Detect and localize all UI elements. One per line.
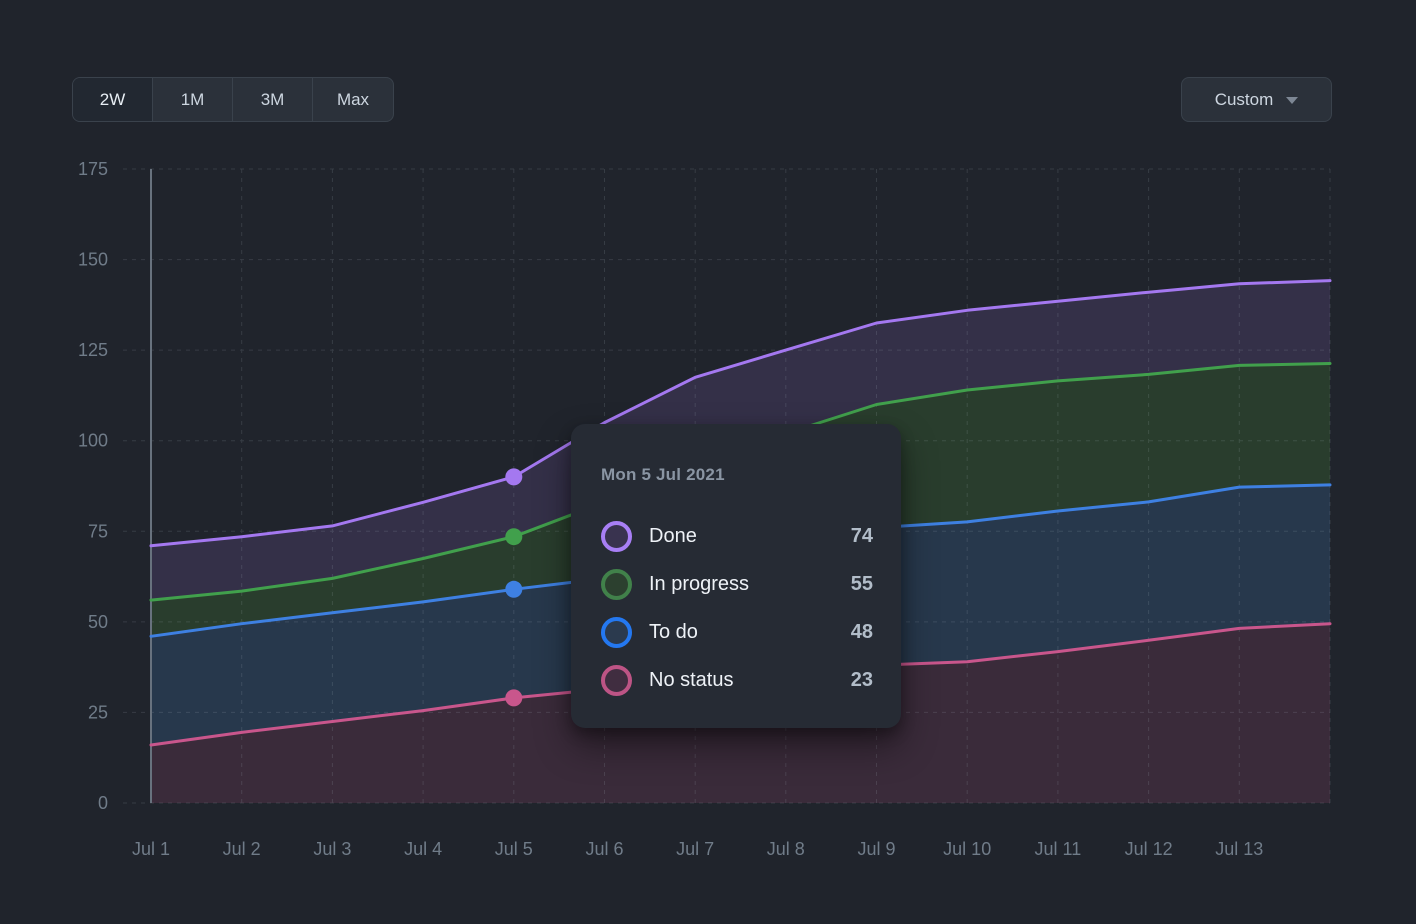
tooltip-row-in-progress: In progress 55 [601, 560, 873, 608]
marker-dot-no-status[interactable] [505, 689, 523, 707]
x-tick-label: Jul 2 [223, 839, 261, 859]
tooltip-series-value: 74 [850, 524, 873, 547]
legend-ring-no-status [601, 664, 632, 696]
legend-ring-to-do [601, 616, 632, 648]
custom-range-button[interactable]: Custom [1181, 77, 1332, 122]
custom-range-label: Custom [1214, 89, 1274, 109]
tooltip-title: Mon 5 Jul 2021 [601, 465, 725, 484]
x-tick-label: Jul 8 [767, 839, 805, 859]
x-tick-label: Jul 7 [676, 839, 714, 859]
series-line-done [149, 279, 1332, 548]
legend-ring-done [601, 520, 632, 552]
marker-dot-in-progress[interactable] [505, 528, 523, 546]
y-tick-label: 125 [78, 340, 108, 360]
tooltip-series-label: In progress [649, 572, 750, 595]
y-tick-label: 175 [78, 159, 108, 179]
tooltip-series-label: To do [649, 620, 698, 643]
y-tick-label: 50 [88, 612, 108, 632]
tooltip-series-value: 48 [850, 620, 873, 643]
x-tick-label: Jul 3 [313, 839, 351, 859]
legend-ring-in-progress [601, 568, 632, 600]
chevron-down-icon [1286, 97, 1299, 104]
tooltip-row-to-do: To do 48 [601, 608, 873, 656]
x-tick-label: Jul 9 [857, 839, 895, 859]
y-tick-label: 25 [88, 702, 108, 722]
tooltip-series-label: No status [649, 668, 734, 691]
range-option-1m[interactable]: 1M [153, 78, 233, 121]
y-tick-label: 75 [88, 521, 108, 541]
x-tick-label: Jul 12 [1125, 839, 1173, 859]
x-tick-label: Jul 10 [943, 839, 991, 859]
range-option-3m[interactable]: 3M [233, 78, 313, 121]
marker-dot-done[interactable] [505, 468, 523, 486]
tooltip-series-value: 55 [850, 572, 873, 595]
x-tick-label: Jul 11 [1035, 839, 1082, 859]
chart-tooltip: Mon 5 Jul 2021 Done 74 In progress 55 To do 4… [571, 424, 901, 728]
range-option-max[interactable]: Max [313, 78, 393, 121]
tooltip-rows: Done 74 In progress 55 To do 48 No status 23 [601, 512, 873, 704]
marker-dot-to-do[interactable] [505, 580, 523, 598]
x-tick-label: Jul 13 [1215, 839, 1263, 859]
x-tick-label: Jul 5 [495, 839, 533, 859]
x-tick-label: Jul 4 [404, 839, 442, 859]
x-tick-label: Jul 6 [585, 839, 623, 859]
y-tick-label: 100 [78, 431, 108, 451]
range-selector: 2W 1M 3M Max [72, 77, 394, 122]
y-tick-label: 0 [98, 793, 108, 813]
tooltip-series-value: 23 [850, 668, 873, 691]
tooltip-row-done: Done 74 [601, 512, 873, 560]
x-tick-label: Jul 1 [132, 839, 170, 859]
range-option-2w[interactable]: 2W [73, 78, 153, 121]
y-tick-label: 150 [78, 250, 108, 270]
tooltip-row-no-status: No status 23 [601, 656, 873, 704]
tooltip-series-label: Done [649, 524, 697, 547]
